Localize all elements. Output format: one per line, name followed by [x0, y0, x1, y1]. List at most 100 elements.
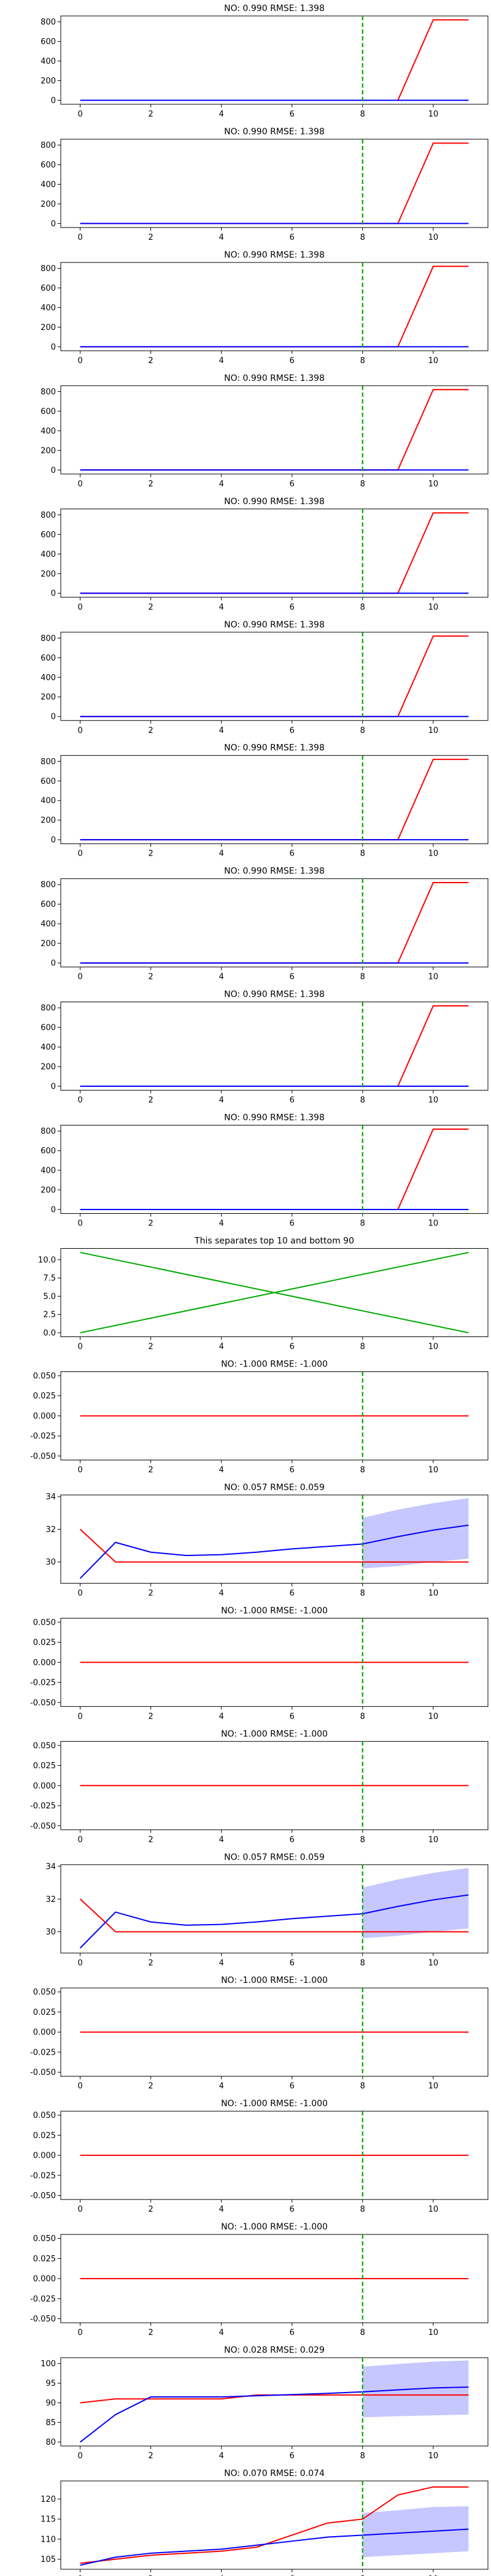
x-tick-label: 6	[290, 1219, 295, 1229]
x-tick-label: 10	[428, 1219, 439, 1229]
plot-frame	[60, 878, 489, 968]
y-tick-label: 600	[41, 900, 56, 910]
x-tick-label: 8	[360, 233, 365, 242]
chart-panel: NO: 0.990 RMSE: 1.398 0 2 4 6 8 10 0 200 400 600 80…	[41, 497, 489, 612]
x-tick-label: 6	[290, 726, 295, 735]
y-tick-label: 800	[41, 141, 56, 150]
y-tick-label: 200	[41, 940, 56, 949]
y-tick-label: 0.050	[33, 2234, 56, 2244]
x-tick-label: 8	[360, 1465, 365, 1474]
x-tick-label: 6	[290, 1096, 295, 1105]
x-tick-label: 6	[290, 2205, 295, 2214]
x-tick-label: 6	[290, 2082, 295, 2091]
x-tick-label: 6	[290, 1712, 295, 1721]
plot-frame	[60, 1248, 489, 1337]
x-tick-label: 10	[428, 1343, 439, 1352]
chart-panel: NO: 0.028 RMSE: 0.029 0 2 4 6 8 10 80 85 90 95 100	[41, 2345, 489, 2461]
chart-panel: NO: 0.990 RMSE: 1.398 0 2 4 6 8 10 0 200 400 600 80…	[41, 127, 489, 242]
x-tick-label: 10	[428, 849, 439, 859]
x-tick-label: 6	[290, 110, 295, 119]
x-tick-label: 6	[290, 1589, 295, 1598]
y-tick-label: 600	[41, 1024, 56, 1033]
y-tick-label: 800	[41, 511, 56, 520]
y-tick-label: 400	[41, 57, 56, 66]
x-tick-label: 10	[428, 603, 439, 612]
x-tick-label: 4	[219, 603, 224, 612]
plot-frame	[60, 1125, 489, 1214]
chart-title: NO: 0.990 RMSE: 1.398	[224, 1113, 325, 1123]
x-tick-label: 4	[219, 1589, 224, 1598]
observed-line	[79, 1528, 469, 1563]
x-tick-label: 10	[428, 110, 439, 119]
x-tick-label: 2	[149, 2328, 153, 2337]
y-tick-label: 200	[41, 693, 56, 702]
x-tick-label: 8	[360, 1712, 365, 1721]
y-tick-label: 200	[41, 1063, 56, 1072]
x-tick-label: 4	[219, 1219, 224, 1229]
x-tick-label: 10	[428, 356, 439, 366]
observed-line	[80, 1005, 469, 1087]
y-tick-label: 600	[41, 1147, 56, 1156]
chart-title: NO: -1.000 RMSE: -1.000	[221, 1359, 328, 1369]
x-tick-label: 0	[77, 1343, 82, 1352]
x-tick-label: 8	[360, 1958, 365, 1968]
y-tick-label: 105	[41, 2555, 56, 2564]
x-tick-label: 10	[428, 1096, 439, 1105]
plot-frame	[60, 15, 489, 105]
chart-panel: NO: 0.057 RMSE: 0.059 0 2 4 6 8 10 30 32 34	[45, 1482, 489, 1598]
y-tick-label: 0.025	[33, 2255, 56, 2264]
x-tick-label: 2	[149, 480, 153, 489]
x-tick-label: 4	[219, 233, 224, 242]
chart-title: NO: -1.000 RMSE: -1.000	[221, 2099, 328, 2109]
y-tick-label: 800	[41, 388, 56, 397]
x-tick-label: 8	[360, 1835, 365, 1844]
y-tick-label: 0.000	[33, 1782, 56, 1791]
y-tick-label: 600	[41, 161, 56, 170]
plot-frame	[60, 385, 489, 475]
plot-frame	[60, 1494, 489, 1584]
x-tick-label: 4	[219, 1343, 224, 1352]
chart-panel: NO: 0.990 RMSE: 1.398 0 2 4 6 8 10 0 200 400 600 80…	[41, 1113, 489, 1229]
x-tick-label: 6	[290, 603, 295, 612]
y-tick-label: 600	[41, 777, 56, 786]
x-tick-label: 2	[149, 973, 153, 982]
predicted-line	[79, 1524, 469, 1579]
y-tick-label: 400	[41, 673, 56, 683]
y-tick-label: 0.050	[33, 1618, 56, 1627]
y-tick-label: 0	[51, 343, 56, 352]
y-tick-label: 200	[41, 570, 56, 579]
y-tick-label: -0.050	[30, 1452, 56, 1461]
y-tick-label: 400	[41, 1167, 56, 1176]
y-tick-label: 30	[45, 1558, 56, 1567]
y-tick-label: 0.025	[33, 1638, 56, 1647]
x-tick-label: 8	[360, 2205, 365, 2214]
observed-line	[80, 2486, 469, 2564]
x-tick-label: 2	[149, 356, 153, 366]
x-tick-label: 10	[428, 1465, 439, 1474]
chart-title: NO: 0.057 RMSE: 0.059	[224, 1482, 325, 1492]
x-tick-label: 0	[77, 1835, 82, 1844]
y-tick-label: -0.025	[30, 1679, 56, 1688]
chart-panel: NO: -1.000 RMSE: -1.000 0 2 4 6 8 10 -0.050 -0.0…	[30, 1976, 489, 2091]
observed-line	[80, 19, 469, 101]
predicted-line	[80, 2386, 469, 2443]
x-tick-label: 4	[219, 1712, 224, 1721]
predicted-line	[80, 2528, 469, 2566]
y-tick-label: 800	[41, 18, 56, 27]
y-tick-label: 0	[51, 96, 56, 105]
x-tick-label: 2	[149, 2205, 153, 2214]
chart-panel: NO: 0.990 RMSE: 1.398 0 2 4 6 8 10 0 200 400 600 80…	[41, 867, 489, 982]
y-tick-label: 34	[45, 1862, 56, 1871]
y-tick-label: -0.025	[30, 2048, 56, 2057]
y-tick-label: 600	[41, 531, 56, 540]
x-tick-label: 0	[77, 849, 82, 859]
y-tick-label: 800	[41, 1127, 56, 1137]
y-tick-label: 95	[45, 2379, 56, 2388]
chart-panel: NO: -1.000 RMSE: -1.000 0 2 4 6 8 10 -0.050 -0.0…	[30, 2222, 489, 2337]
y-tick-label: 800	[41, 1004, 56, 1013]
y-tick-label: 200	[41, 816, 56, 826]
x-tick-label: 6	[290, 2328, 295, 2337]
observed-line	[80, 266, 469, 348]
x-tick-label: 4	[219, 726, 224, 735]
x-tick-label: 10	[428, 480, 439, 489]
